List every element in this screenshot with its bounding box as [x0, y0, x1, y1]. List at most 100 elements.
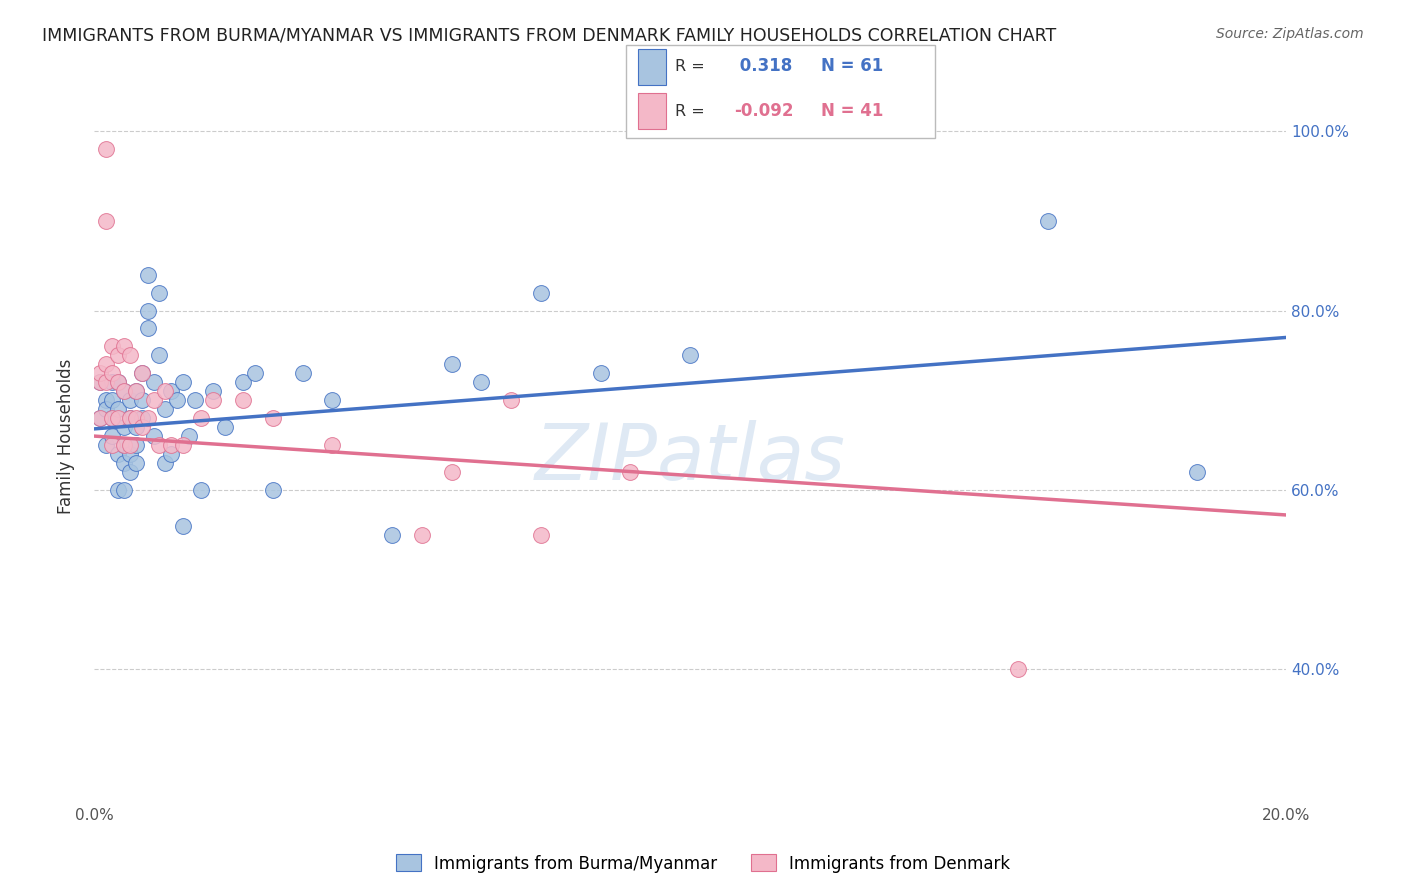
Point [155, 456, 177, 470]
Point [101, 376, 124, 390]
Point [440, 357, 463, 371]
FancyBboxPatch shape [638, 94, 666, 129]
Text: Source: ZipAtlas.com: Source: ZipAtlas.com [1216, 27, 1364, 41]
Point [101, 411, 124, 425]
Point [94, 214, 117, 228]
Point [243, 367, 266, 381]
Point [589, 367, 612, 381]
Point [291, 367, 314, 381]
Point [530, 285, 553, 300]
Point [112, 420, 135, 434]
Point [136, 268, 159, 282]
Point [94, 376, 117, 390]
Point [148, 348, 170, 362]
Point [179, 429, 201, 443]
Point [214, 420, 236, 434]
Point [112, 438, 135, 452]
Point [107, 376, 129, 390]
Point [190, 483, 212, 497]
Point [101, 367, 124, 381]
Point [530, 527, 553, 541]
Point [89, 376, 111, 390]
Point [94, 142, 117, 156]
Point [112, 438, 135, 452]
Point [619, 465, 641, 479]
Point [112, 384, 135, 399]
Point [107, 483, 129, 497]
Point [262, 483, 284, 497]
Point [107, 348, 129, 362]
Point [136, 411, 159, 425]
Point [470, 376, 492, 390]
Point [142, 393, 165, 408]
Point [101, 429, 124, 443]
Point [89, 411, 111, 425]
Point [101, 438, 124, 452]
Point [148, 285, 170, 300]
Point [411, 527, 433, 541]
Point [112, 339, 135, 353]
Point [232, 393, 254, 408]
Text: 0.318: 0.318 [734, 57, 792, 75]
Point [89, 367, 111, 381]
Point [679, 348, 702, 362]
Point [172, 438, 194, 452]
Point [202, 393, 225, 408]
Point [124, 384, 146, 399]
Point [148, 438, 170, 452]
Point [124, 438, 146, 452]
Text: R =: R = [675, 59, 704, 74]
Text: R =: R = [675, 103, 704, 119]
Point [142, 429, 165, 443]
Point [94, 402, 117, 417]
Point [232, 376, 254, 390]
Point [262, 411, 284, 425]
Point [1036, 214, 1059, 228]
Point [118, 447, 141, 461]
Point [118, 438, 141, 452]
Point [124, 384, 146, 399]
Point [89, 376, 111, 390]
Point [101, 411, 124, 425]
Text: N = 61: N = 61 [821, 57, 883, 75]
Point [107, 376, 129, 390]
Text: -0.092: -0.092 [734, 102, 793, 120]
Point [131, 393, 153, 408]
Point [172, 518, 194, 533]
Point [107, 411, 129, 425]
Point [440, 465, 463, 479]
Point [160, 447, 183, 461]
Point [131, 411, 153, 425]
Legend: Immigrants from Burma/Myanmar, Immigrants from Denmark: Immigrants from Burma/Myanmar, Immigrant… [389, 847, 1017, 880]
Point [112, 483, 135, 497]
Point [118, 411, 141, 425]
Y-axis label: Family Households: Family Households [58, 359, 75, 514]
Point [321, 438, 343, 452]
Point [155, 384, 177, 399]
Point [160, 384, 183, 399]
Point [94, 393, 117, 408]
Text: N = 41: N = 41 [821, 102, 883, 120]
Point [94, 438, 117, 452]
Point [118, 348, 141, 362]
Point [1185, 465, 1208, 479]
Text: ZIPatlas: ZIPatlas [534, 420, 845, 496]
Point [94, 357, 117, 371]
Point [107, 402, 129, 417]
Point [184, 393, 207, 408]
Point [131, 420, 153, 434]
Point [190, 411, 212, 425]
Point [118, 393, 141, 408]
Point [166, 393, 188, 408]
Point [381, 527, 404, 541]
Point [160, 438, 183, 452]
Point [136, 321, 159, 335]
Point [89, 411, 111, 425]
Point [101, 339, 124, 353]
Point [112, 456, 135, 470]
Point [1007, 662, 1029, 676]
Point [131, 367, 153, 381]
FancyBboxPatch shape [626, 45, 935, 138]
Point [124, 456, 146, 470]
Point [202, 384, 225, 399]
